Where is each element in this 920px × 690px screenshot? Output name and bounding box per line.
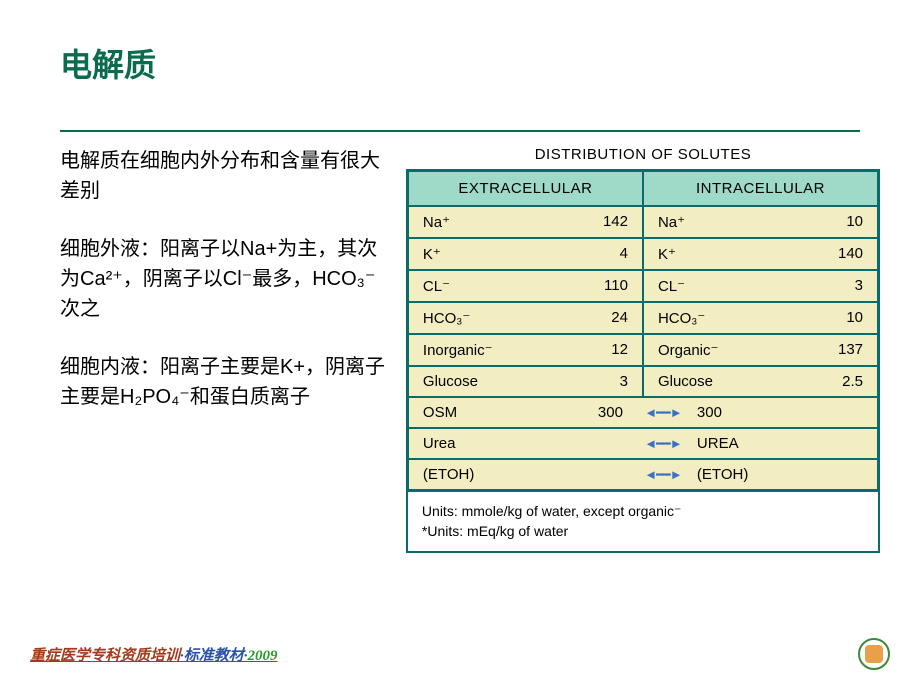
table-row: HCO₃⁻ 24 HCO₃⁻ 10 (408, 302, 878, 334)
table-full-row-osm: OSM 300 ◄━━► 300 (408, 397, 878, 428)
paragraph-2: 细胞外液：阳离子以Na+为主，其次为Ca²⁺，阴离子以Cl⁻最多，HCO₃⁻次之 (60, 234, 386, 324)
ion-value: 24 (611, 309, 628, 327)
table-row: Glucose 3 Glucose 2.5 (408, 366, 878, 397)
title-underline (60, 130, 860, 132)
units-note: Units: mmole/kg of water, except organic… (406, 492, 880, 553)
table-full-row-urea: Urea ◄━━► UREA (408, 428, 878, 459)
row-value-right: (ETOH) (693, 466, 863, 483)
footer-logo (858, 638, 890, 670)
paragraph-1: 电解质在细胞内外分布和含量有很大差别 (60, 146, 386, 206)
footer-seg-1: 重症医学专科资质培训 (30, 648, 180, 664)
ion-name: CL⁻ (423, 277, 450, 295)
ion-name: Glucose (658, 373, 713, 390)
left-text-column: 电解质在细胞内外分布和含量有很大差别 细胞外液：阳离子以Na+为主，其次为Ca²… (60, 146, 386, 553)
ion-value: 10 (846, 213, 863, 231)
logo-inner-icon (865, 645, 883, 663)
cell-intra: Na⁺ 10 (643, 206, 878, 238)
cell-extra: HCO₃⁻ 24 (408, 302, 643, 334)
table-full-row-etoh: (ETOH) ◄━━► (ETOH) (408, 459, 878, 490)
cell-intra: Glucose 2.5 (643, 366, 878, 397)
ion-value: 110 (604, 277, 628, 295)
ion-name: K⁺ (658, 245, 676, 263)
ion-name: HCO₃⁻ (423, 309, 470, 327)
table-title: DISTRIBUTION OF SOLUTES (406, 146, 880, 163)
paragraph-3: 细胞内液：阳离子主要是K+，阴离子主要是H₂PO₄⁻和蛋白质离子 (60, 352, 386, 412)
ion-value: 12 (611, 341, 628, 359)
content-area: 电解质在细胞内外分布和含量有很大差别 细胞外液：阳离子以Na+为主，其次为Ca²… (0, 86, 920, 553)
logo-icon (858, 638, 890, 670)
units-line-2: *Units: mEq/kg of water (422, 522, 864, 542)
header-extracellular: EXTRACELLULAR (408, 171, 643, 206)
cell-intra: Organic⁻ 137 (643, 334, 878, 366)
table-row: CL⁻ 110 CL⁻ 3 (408, 270, 878, 302)
ion-value: 10 (846, 309, 863, 327)
footer-seg-3: 2009 (248, 648, 278, 664)
ion-value: 3 (620, 373, 628, 390)
table-header-row: EXTRACELLULAR INTRACELLULAR (408, 171, 878, 206)
ion-value: 137 (838, 341, 863, 359)
table-row: Inorganic⁻ 12 Organic⁻ 137 (408, 334, 878, 366)
ion-name: Na⁺ (423, 213, 450, 231)
ion-value: 4 (620, 245, 628, 263)
ion-name: K⁺ (423, 245, 441, 263)
row-label: (ETOH) (423, 466, 533, 483)
ion-name: Na⁺ (658, 213, 685, 231)
cell-intra: CL⁻ 3 (643, 270, 878, 302)
ion-value: 140 (838, 245, 863, 263)
cell-extra: K⁺ 4 (408, 238, 643, 270)
row-value-right: UREA (693, 435, 863, 452)
slide-title: 电解质 (0, 0, 920, 86)
table-row: Na⁺ 142 Na⁺ 10 (408, 206, 878, 238)
row-label: OSM (423, 404, 533, 421)
table-row: K⁺ 4 K⁺ 140 (408, 238, 878, 270)
cell-extra: Glucose 3 (408, 366, 643, 397)
cell-extra: Na⁺ 142 (408, 206, 643, 238)
ion-name: CL⁻ (658, 277, 685, 295)
ion-name: Inorganic⁻ (423, 341, 493, 359)
cell-extra: Inorganic⁻ 12 (408, 334, 643, 366)
header-intracellular: INTRACELLULAR (643, 171, 878, 206)
ion-name: HCO₃⁻ (658, 309, 705, 327)
ion-value: 142 (603, 213, 628, 231)
row-value-left: 300 (533, 404, 633, 421)
ion-value: 3 (855, 277, 863, 295)
footer-text: 重症医学专科资质培训·标准教材·2009 (30, 644, 278, 665)
cell-extra: CL⁻ 110 (408, 270, 643, 302)
distribution-table-container: DISTRIBUTION OF SOLUTES EXTRACELLULAR IN… (406, 146, 880, 553)
arrow-icon: ◄━━► (633, 467, 693, 483)
slide-footer: 重症医学专科资质培训·标准教材·2009 (30, 638, 890, 670)
arrow-icon: ◄━━► (633, 436, 693, 452)
ion-value: 2.5 (842, 373, 863, 390)
row-label: Urea (423, 435, 533, 452)
footer-seg-2: ·标准教材· (180, 648, 248, 664)
units-line-1: Units: mmole/kg of water, except organic… (422, 502, 864, 522)
arrow-icon: ◄━━► (633, 405, 693, 421)
ion-name: Organic⁻ (658, 341, 718, 359)
cell-intra: K⁺ 140 (643, 238, 878, 270)
ion-name: Glucose (423, 373, 478, 390)
cell-intra: HCO₃⁻ 10 (643, 302, 878, 334)
distribution-table: EXTRACELLULAR INTRACELLULAR Na⁺ 142 Na⁺ 10… (406, 169, 880, 492)
row-value-right: 300 (693, 404, 863, 421)
